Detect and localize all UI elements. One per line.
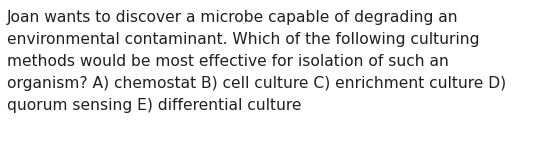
Text: Joan wants to discover a microbe capable of degrading an
environmental contamina: Joan wants to discover a microbe capable… (7, 10, 506, 113)
